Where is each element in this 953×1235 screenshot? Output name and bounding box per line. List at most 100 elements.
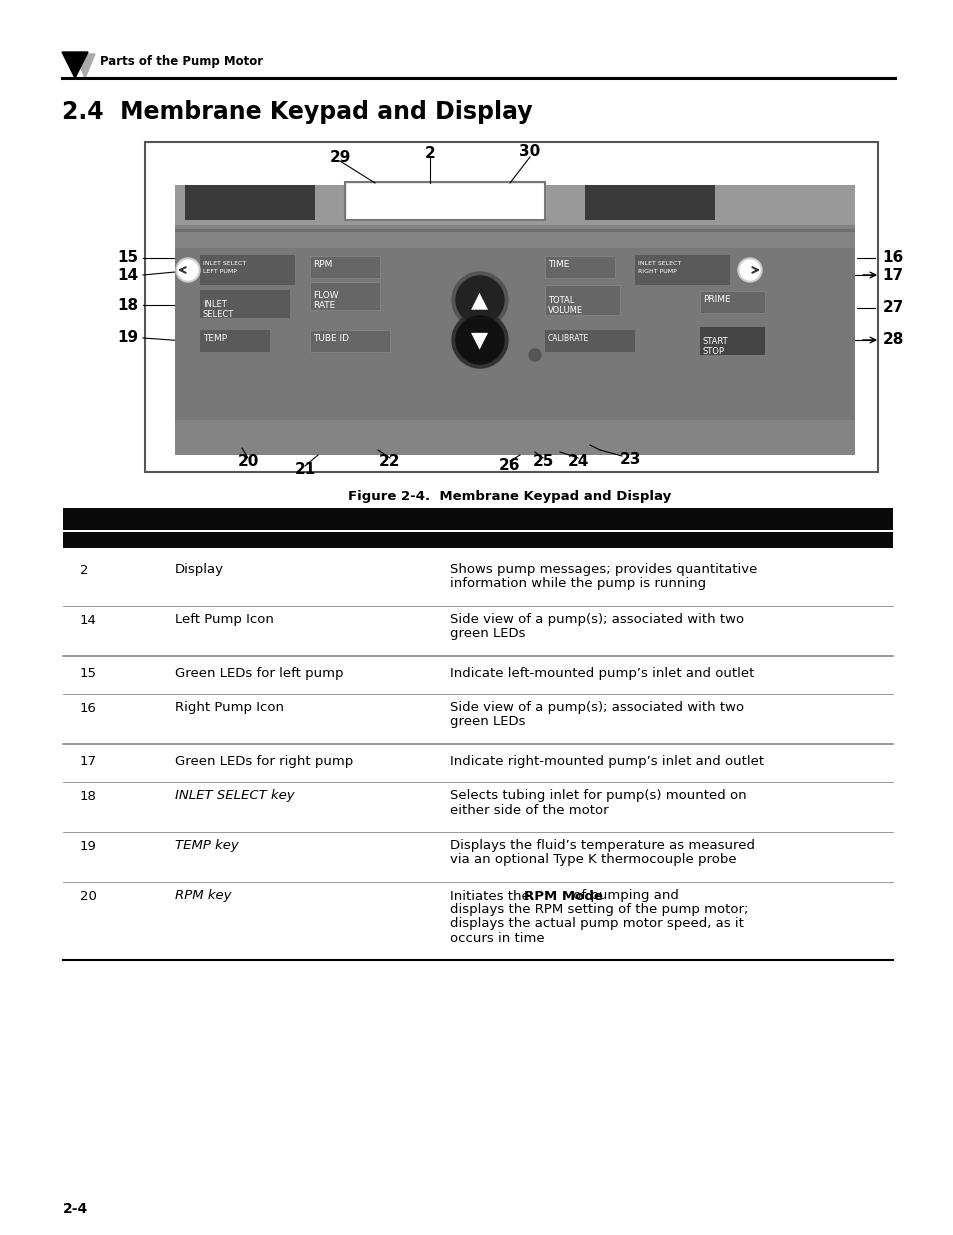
Bar [145, 142, 877, 472]
Text: 29: 29 [329, 149, 351, 164]
Text: ▼: ▼ [471, 330, 488, 350]
Polygon shape [62, 52, 88, 78]
Text: RIGHT PUMP: RIGHT PUMP [638, 269, 676, 274]
Text: 30: 30 [518, 144, 540, 159]
Text: information while the pump is running: information while the pump is running [450, 578, 705, 590]
Text: displays the RPM setting of the pump motor;: displays the RPM setting of the pump mot… [450, 904, 747, 916]
Text: START: START [702, 337, 728, 346]
Bar [345, 182, 544, 220]
Circle shape [178, 261, 198, 280]
Text: Shows pump messages; provides quantitative: Shows pump messages; provides quantitati… [450, 563, 757, 577]
Text: 22: 22 [379, 454, 400, 469]
Text: RATE: RATE [313, 301, 335, 310]
Text: RPM Mode: RPM Mode [523, 889, 602, 903]
Text: of pumping and: of pumping and [568, 889, 678, 903]
Circle shape [529, 350, 540, 361]
Text: TEMP: TEMP [203, 333, 227, 343]
Text: 26: 26 [498, 457, 520, 473]
Circle shape [452, 272, 507, 329]
Bar [200, 330, 270, 352]
Text: TOTAL: TOTAL [547, 296, 574, 305]
Text: Figure 2-4.  Membrane Keypad and Display: Figure 2-4. Membrane Keypad and Display [348, 490, 671, 503]
Text: INLET SELECT: INLET SELECT [203, 261, 246, 266]
Circle shape [456, 275, 503, 324]
Text: 2: 2 [424, 147, 435, 162]
Text: Left Pump Icon: Left Pump Icon [174, 614, 274, 626]
Bar [700, 291, 764, 312]
Text: 25: 25 [532, 454, 553, 469]
Bar [584, 185, 714, 220]
Polygon shape [75, 54, 95, 78]
Text: Right Pump Icon: Right Pump Icon [174, 701, 284, 715]
Text: 20: 20 [80, 889, 97, 903]
Bar [310, 282, 379, 310]
Bar [185, 185, 314, 220]
Text: 23: 23 [618, 452, 640, 468]
Text: 2-4: 2-4 [63, 1202, 89, 1216]
Bar [544, 285, 619, 315]
Text: Indicate left-mounted pump’s inlet and outlet: Indicate left-mounted pump’s inlet and o… [450, 667, 754, 679]
Text: VOLUME: VOLUME [547, 306, 582, 315]
Text: 27: 27 [882, 300, 902, 315]
Text: TIME: TIME [547, 261, 569, 269]
Bar [174, 185, 854, 225]
Bar [174, 248, 854, 420]
Text: 17: 17 [882, 268, 902, 283]
Text: 14: 14 [80, 614, 97, 626]
Text: INLET SELECT: INLET SELECT [638, 261, 680, 266]
Text: 24: 24 [567, 454, 588, 469]
Text: 2: 2 [80, 563, 89, 577]
Text: Side view of a pump(s); associated with two: Side view of a pump(s); associated with … [450, 614, 743, 626]
Bar [635, 254, 729, 285]
Text: via an optional Type K thermocouple probe: via an optional Type K thermocouple prob… [450, 853, 736, 867]
Bar [174, 228, 854, 232]
Text: 18: 18 [80, 789, 97, 803]
Bar [174, 185, 854, 454]
Text: 21: 21 [294, 462, 315, 478]
Text: RPM key: RPM key [174, 889, 232, 903]
Text: LEFT PUMP: LEFT PUMP [203, 269, 236, 274]
Text: RPM: RPM [313, 261, 332, 269]
Text: PRIME: PRIME [702, 295, 730, 304]
Bar [345, 182, 544, 220]
Circle shape [456, 316, 503, 364]
Text: INLET: INLET [203, 300, 227, 309]
Bar [63, 508, 892, 530]
Text: displays the actual pump motor speed, as it: displays the actual pump motor speed, as… [450, 918, 743, 930]
Circle shape [175, 258, 200, 282]
Bar [63, 532, 892, 548]
Text: Parts of the Pump Motor: Parts of the Pump Motor [100, 56, 263, 68]
Circle shape [738, 258, 761, 282]
Text: Display: Display [174, 563, 224, 577]
Text: STOP: STOP [702, 347, 724, 356]
Text: occurs in time: occurs in time [450, 931, 544, 945]
Text: SELECT: SELECT [203, 310, 234, 319]
Bar [544, 256, 615, 278]
Text: Selects tubing inlet for pump(s) mounted on: Selects tubing inlet for pump(s) mounted… [450, 789, 746, 803]
Bar [310, 330, 390, 352]
Bar [310, 256, 379, 278]
Bar [200, 254, 294, 285]
Bar [544, 330, 635, 352]
Circle shape [740, 261, 760, 280]
Text: 19: 19 [80, 840, 97, 852]
Text: CALIBRATE: CALIBRATE [547, 333, 589, 343]
Bar [200, 290, 290, 317]
Text: 20: 20 [237, 454, 258, 469]
Text: green LEDs: green LEDs [450, 627, 525, 641]
Text: INLET SELECT key: INLET SELECT key [174, 789, 294, 803]
Bar [700, 327, 764, 354]
Text: Green LEDs for left pump: Green LEDs for left pump [174, 667, 343, 679]
Text: 28: 28 [882, 332, 902, 347]
Text: 18: 18 [117, 298, 138, 312]
Text: Indicate right-mounted pump’s inlet and outlet: Indicate right-mounted pump’s inlet and … [450, 755, 763, 768]
Text: Displays the fluid’s temperature as measured: Displays the fluid’s temperature as meas… [450, 840, 754, 852]
Circle shape [452, 312, 507, 368]
Text: Initiates the: Initiates the [450, 889, 534, 903]
Text: either side of the motor: either side of the motor [450, 804, 608, 816]
Text: 15: 15 [117, 251, 138, 266]
Text: TEMP key: TEMP key [174, 840, 238, 852]
Text: 17: 17 [80, 755, 97, 768]
Text: ▲: ▲ [471, 290, 488, 310]
Text: 19: 19 [117, 331, 138, 346]
